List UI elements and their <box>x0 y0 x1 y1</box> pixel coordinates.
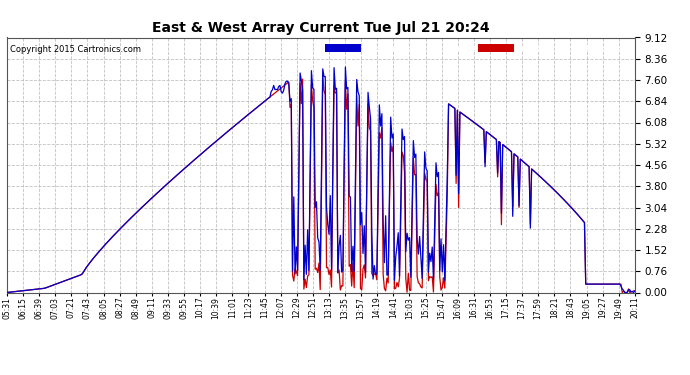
Text: Copyright 2015 Cartronics.com: Copyright 2015 Cartronics.com <box>10 45 141 54</box>
Title: East & West Array Current Tue Jul 21 20:24: East & West Array Current Tue Jul 21 20:… <box>152 21 490 35</box>
Legend: East Array  (DC Amps), West Array (DC Amps): East Array (DC Amps), West Array (DC Amp… <box>324 42 630 55</box>
